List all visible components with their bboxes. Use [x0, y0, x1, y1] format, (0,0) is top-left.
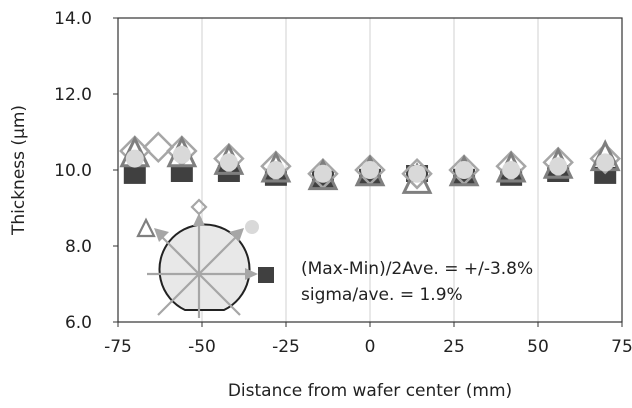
circle-marker: [502, 161, 521, 179]
wafer-map-inset: [136, 198, 274, 318]
x-tick-label: -25: [272, 337, 300, 357]
annotation-range: (Max-Min)/2Ave. = +/-3.8%: [301, 259, 533, 279]
y-tick-label: 14.0: [54, 9, 92, 29]
arrow-right: [245, 268, 258, 280]
arrow-upper-left: [154, 228, 169, 242]
circle-marker: [455, 161, 474, 179]
square-marker: [123, 166, 146, 184]
arrow-up: [193, 213, 205, 226]
annotation-sigma: sigma/ave. = 1.9%: [301, 285, 463, 305]
y-tick-label: 10.0: [54, 161, 92, 181]
diamond-marker: [589, 142, 621, 175]
x-tick-label: -75: [104, 337, 132, 357]
legend-diamond-icon: [190, 198, 208, 216]
legend-triangle-icon: [136, 217, 156, 238]
square-marker: [170, 165, 193, 182]
circle-marker: [408, 164, 427, 183]
x-axis-title: Distance from wafer center (mm): [228, 381, 512, 401]
y-tick-label: 12.0: [54, 85, 92, 105]
circle-marker: [266, 161, 285, 179]
x-tick-label: 50: [527, 337, 549, 357]
circle-marker: [361, 161, 379, 179]
circle-marker: [172, 145, 191, 164]
y-axis-ticks: 6.0 8.0 10.0 12.0 14.0: [54, 9, 118, 333]
diamond-marker: [401, 158, 433, 190]
data-markers: [119, 131, 621, 194]
arrow-upper-right: [229, 228, 244, 242]
circle-marker: [313, 164, 332, 183]
x-tick-label: 0: [365, 337, 376, 357]
legend-circle-icon: [245, 220, 259, 234]
y-tick-label: 8.0: [65, 237, 92, 257]
circle-marker: [549, 157, 568, 176]
circle-marker: [219, 153, 238, 172]
x-tick-label: 25: [443, 337, 465, 357]
circle-marker: [125, 149, 144, 168]
y-tick-label: 6.0: [65, 313, 92, 333]
x-tick-label: -50: [188, 337, 216, 357]
legend-square-icon: [258, 267, 274, 283]
diamond-marker: [142, 131, 175, 163]
square-marker: [594, 166, 617, 184]
x-tick-label: 75: [611, 337, 632, 357]
y-axis-title: Thickness (µm): [9, 105, 29, 236]
circle-marker: [596, 153, 615, 172]
x-axis-ticks: -75 -50 -25 0 25 50 75: [104, 322, 632, 357]
